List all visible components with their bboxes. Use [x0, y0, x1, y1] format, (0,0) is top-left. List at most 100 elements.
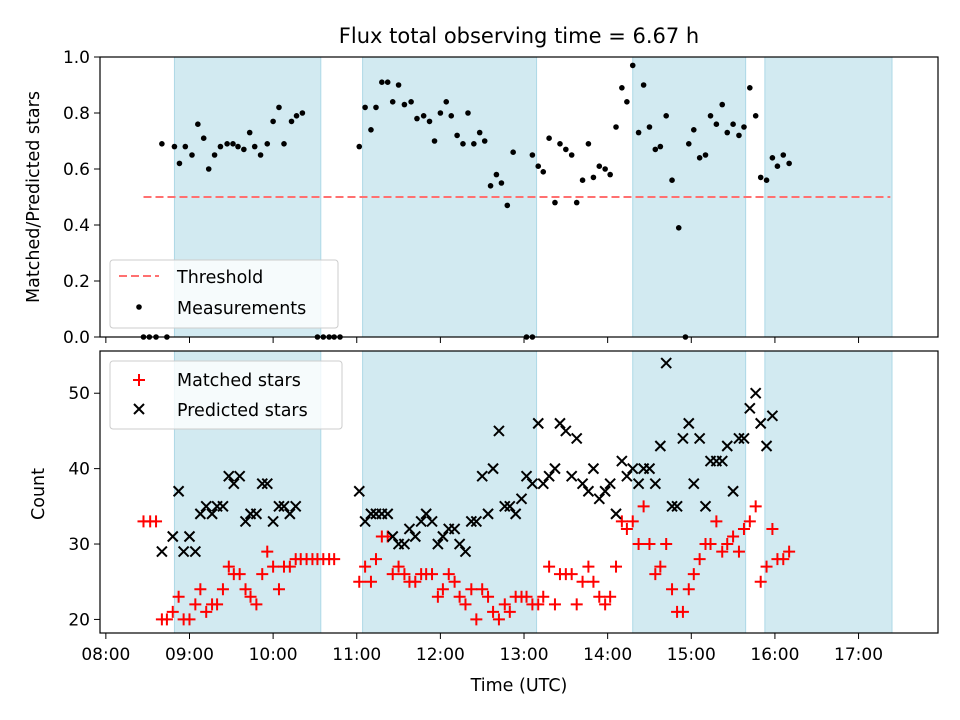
matched-star-point	[150, 515, 163, 528]
matched-star-point	[543, 560, 556, 573]
measurement-point	[675, 225, 682, 231]
measurement-point	[730, 121, 736, 127]
bottom-xtick-label: 11:00	[332, 645, 381, 665]
matched-star-point	[587, 575, 600, 588]
measurement-point	[690, 127, 697, 133]
matched-star-point	[239, 583, 252, 596]
predicted-star-point	[273, 500, 285, 513]
measurement-point	[552, 199, 558, 206]
measurement-point	[443, 99, 450, 105]
measurement-point	[414, 115, 420, 122]
bottom-axes-frame	[99, 350, 939, 634]
measurement-point	[299, 110, 306, 116]
predicted-star-point	[487, 462, 499, 475]
measurement-point	[590, 174, 597, 181]
matched-star-point	[503, 605, 516, 618]
measurement-point	[408, 99, 414, 105]
predicted-star-point	[744, 402, 756, 415]
predicted-star-point	[760, 440, 773, 452]
matched-star-point	[426, 568, 439, 581]
bottom-xtick-label: 09:00	[165, 645, 214, 665]
matched-star-point	[453, 590, 466, 603]
predicted-star-point	[194, 508, 207, 520]
predicted-star-point	[610, 508, 622, 520]
predicted-star-point	[738, 432, 750, 445]
predicted-star-point	[570, 432, 583, 445]
measurement-point	[487, 183, 494, 189]
matched-star-point	[261, 545, 274, 558]
measurement-point	[579, 177, 586, 183]
bottom-plot: 20 30 40 50 08:00 09:00 10:00 11:00 12:00 13:00 14…	[29, 350, 939, 696]
measurement-point	[752, 113, 759, 119]
matched-star-point	[267, 560, 280, 573]
matched-star-point	[743, 515, 756, 528]
matched-star-point	[754, 575, 767, 588]
measurement-point	[276, 104, 282, 111]
bottom-ytick-label: 50	[68, 384, 90, 404]
measurement-point	[573, 199, 580, 206]
matched-star-point	[476, 583, 489, 596]
matched-star-point	[682, 583, 695, 596]
predicted-star-point	[432, 538, 444, 550]
predicted-star-point	[587, 462, 600, 475]
predicted-star-point	[688, 477, 700, 490]
matched-star-point	[620, 522, 633, 535]
predicted-star-point	[409, 530, 422, 543]
matched-star-point	[222, 560, 235, 573]
matched-star-point	[369, 553, 382, 566]
predicted-star-point	[660, 357, 672, 369]
measurement-point	[624, 99, 630, 105]
matched-stars-series	[137, 500, 796, 626]
measurement-point	[235, 143, 241, 150]
bottom-legend: Matched stars Predicted stars	[109, 360, 343, 430]
predicted-star-point	[453, 538, 466, 550]
matched-star-point	[760, 560, 773, 573]
matched-star-point	[470, 613, 483, 626]
predicted-star-point	[749, 387, 762, 399]
matched-star-point	[520, 590, 533, 603]
measurement-point	[426, 118, 433, 125]
measurement-point	[702, 152, 709, 158]
matched-star-point	[649, 568, 662, 581]
predicted-star-point	[621, 470, 633, 482]
measurement-point	[293, 113, 300, 119]
top-ylabel: Matched/Predicted stars	[24, 91, 44, 303]
legend-threshold-label: Threshold	[176, 268, 263, 288]
predicted-star-point	[549, 462, 561, 475]
measurement-point	[182, 143, 189, 150]
matched-star-point	[200, 605, 213, 618]
bottom-ytick-label: 20	[68, 610, 90, 630]
predicted-star-point	[504, 500, 516, 513]
predicted-star-point	[284, 508, 296, 520]
matched-star-point	[431, 590, 444, 603]
matched-star-point	[732, 545, 745, 558]
measurement-point	[585, 141, 592, 147]
observing-interval-bottom	[632, 350, 747, 634]
predicted-star-point	[693, 432, 706, 445]
predicted-stars-series	[156, 357, 779, 558]
measurement-point	[535, 163, 542, 169]
matched-star-point	[160, 613, 173, 626]
observing-interval-bottom	[362, 350, 538, 634]
matched-star-point	[256, 568, 269, 581]
predicted-star-point	[365, 508, 377, 520]
matched-star-point	[599, 598, 612, 611]
predicted-star-point	[666, 500, 678, 513]
measurements-series	[140, 62, 792, 340]
measurement-point	[395, 82, 402, 88]
matched-star-point	[737, 522, 750, 535]
bottom-legend-box	[109, 360, 343, 430]
measurement-point	[448, 113, 455, 119]
legend-predicted-label: Predicted stars	[177, 401, 308, 421]
predicted-star-point	[420, 508, 432, 520]
matched-star-point	[537, 590, 550, 603]
measurement-point	[270, 118, 276, 125]
measurement-point	[657, 143, 664, 150]
predicted-star-point	[565, 470, 578, 482]
predicted-star-point	[200, 500, 212, 513]
matched-star-point	[392, 560, 405, 573]
measurement-point	[211, 152, 218, 158]
measurement-point	[613, 124, 619, 130]
predicted-star-point	[654, 440, 667, 452]
